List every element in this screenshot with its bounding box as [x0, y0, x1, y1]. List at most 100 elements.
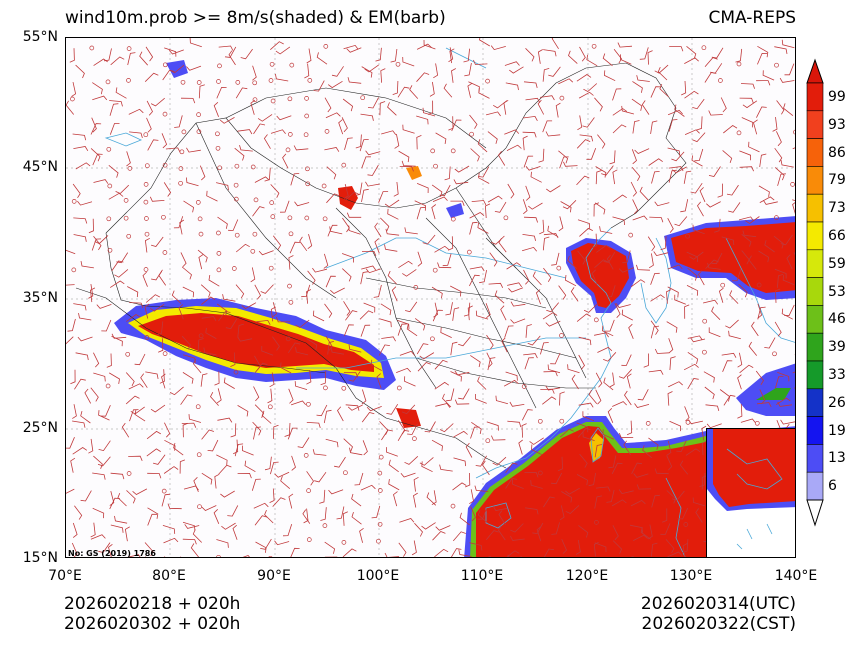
wind-barb [179, 459, 186, 474]
wind-barb [316, 404, 328, 417]
wind-barb [359, 527, 364, 543]
wind-barb [74, 505, 83, 520]
colorbar-label: 19 [828, 422, 846, 439]
wind-barb [228, 50, 236, 66]
wind-barb [567, 255, 577, 269]
wind-barb [237, 336, 253, 342]
calm-circle [433, 163, 438, 169]
calm-circle [215, 145, 221, 151]
wind-barb [618, 489, 634, 495]
calm-circle [181, 129, 187, 135]
wind-barb [422, 234, 436, 245]
wind-barb [413, 476, 419, 492]
calm-circle [217, 165, 223, 171]
wind-barb [711, 252, 723, 265]
calm-circle [195, 404, 201, 410]
wind-barb [402, 124, 415, 134]
wind-barb [650, 320, 659, 335]
calm-circle [231, 266, 237, 271]
wind-barb [729, 290, 739, 304]
wind-barb [381, 336, 396, 342]
wind-barb [224, 46, 237, 58]
wind-barb [312, 267, 327, 273]
wind-barb [361, 389, 367, 405]
wind-barb [342, 268, 352, 282]
wind-barb [426, 492, 437, 506]
calm-circle [701, 45, 707, 51]
wind-barb [668, 169, 677, 183]
wind-barb [505, 462, 518, 474]
wind-barb [504, 129, 520, 135]
wind-barb [539, 219, 545, 235]
wind-barb [416, 343, 429, 355]
wind-barb [345, 404, 360, 411]
wind-barb [186, 177, 199, 187]
wind-barb [555, 102, 561, 118]
wind-barb [250, 99, 256, 115]
wind-barb [509, 66, 524, 74]
wind-barb [216, 182, 229, 191]
wind-barb [498, 525, 506, 541]
wind-barb [393, 491, 398, 507]
wind-barb [93, 58, 108, 66]
wind-barb [686, 45, 697, 59]
wind-barb [297, 437, 310, 449]
wind-barb [570, 287, 579, 302]
colorbar-label: 86 [828, 144, 846, 161]
wind-barb [93, 455, 103, 469]
wind-barb [454, 399, 470, 405]
wind-barb [606, 254, 614, 270]
wind-barb [477, 139, 488, 153]
wind-barb [241, 558, 252, 559]
calm-circle [323, 385, 328, 391]
wind-barb [543, 496, 555, 508]
wind-barb [379, 318, 392, 328]
calm-circle [683, 522, 689, 527]
colorbar [806, 58, 824, 527]
wind-barb [237, 129, 253, 135]
wind-barb [648, 158, 663, 166]
init-time-utc: 2026020218 + 020h [64, 594, 241, 614]
wind-barb [264, 167, 271, 182]
wind-barb [254, 404, 265, 418]
wind-barb [391, 286, 398, 302]
shade-mongolia-patch [406, 166, 422, 180]
wind-barb [374, 238, 380, 254]
wind-barb [723, 125, 738, 134]
wind-barb [690, 182, 703, 194]
wind-barb [230, 352, 236, 367]
wind-barb [722, 360, 733, 372]
wind-barb [458, 388, 470, 400]
wind-barb [621, 309, 633, 321]
wind-barb [192, 359, 202, 374]
wind-barb [772, 117, 778, 132]
graticule [66, 38, 795, 557]
calm-circle [287, 96, 293, 102]
wind-barb [751, 321, 759, 337]
wind-barb [474, 485, 489, 492]
wind-barb [242, 445, 254, 456]
wind-barb [757, 45, 769, 58]
wind-barb [551, 472, 563, 485]
map-panel[interactable]: No: GS (2019) 1786 [65, 37, 796, 558]
wind-barb [106, 353, 112, 368]
wind-barb [381, 429, 393, 441]
wind-barb [668, 381, 683, 388]
wind-barb [707, 262, 721, 270]
calm-circle [487, 556, 492, 557]
wind-barb [90, 123, 102, 135]
wind-barb [594, 332, 609, 338]
wind-barb [161, 373, 166, 389]
wind-barb [316, 52, 328, 65]
wind-barb [223, 377, 235, 389]
wind-barb [459, 512, 470, 526]
wind-barb [792, 147, 795, 150]
shade-japan-sea-red [671, 222, 795, 293]
wind-barb [612, 194, 627, 203]
wind-barb [699, 187, 706, 203]
wind-barb [774, 167, 785, 181]
wind-barb [288, 493, 294, 509]
wind-barb [272, 302, 277, 318]
calm-circle [196, 129, 202, 134]
wind-barb [650, 272, 660, 285]
